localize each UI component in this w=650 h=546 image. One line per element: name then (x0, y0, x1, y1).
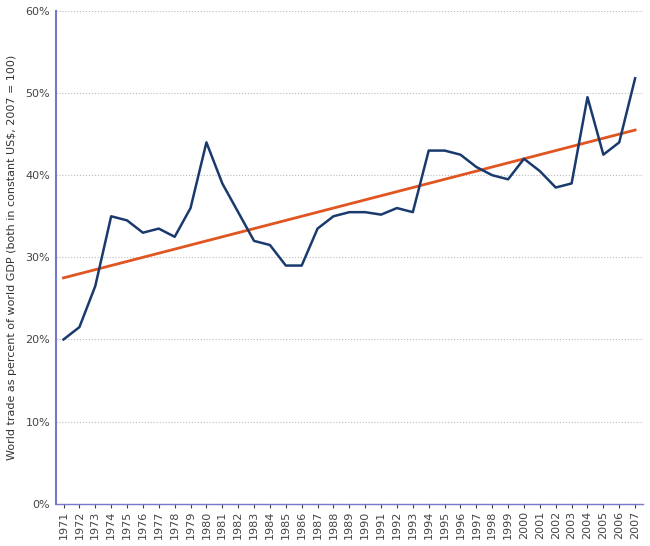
Y-axis label: World trade as percent of world GDP (both in constant US$, 2007 = 100): World trade as percent of world GDP (bot… (7, 55, 17, 460)
